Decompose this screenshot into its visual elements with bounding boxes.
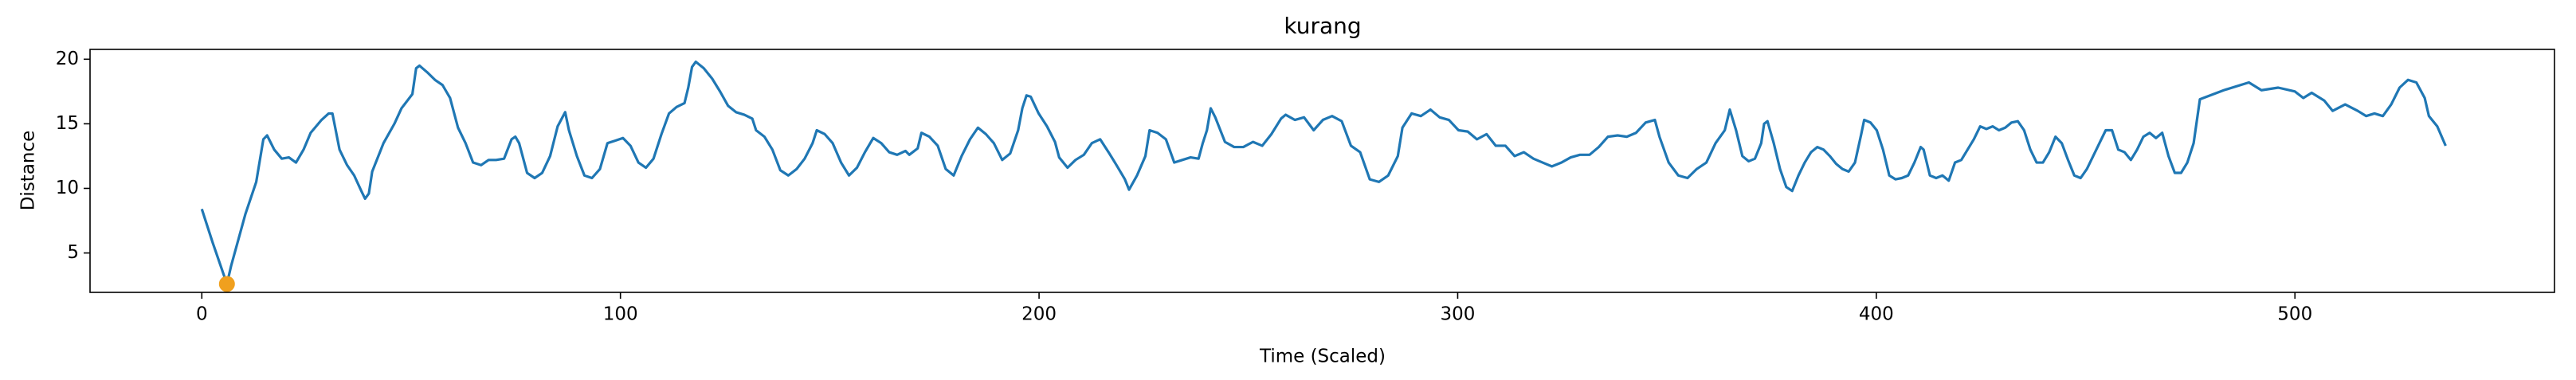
y-tick-label: 5 <box>67 242 79 263</box>
x-tick-label: 300 <box>1441 304 1476 325</box>
y-tick-label: 15 <box>56 113 79 134</box>
y-tick-label: 20 <box>56 49 79 69</box>
data-line <box>200 60 2447 286</box>
x-axis-label: Time (Scaled) <box>1259 347 1386 367</box>
x-tick-label: 200 <box>1021 304 1057 325</box>
x-tick-label: 500 <box>2277 304 2312 325</box>
chart-title: kurang <box>1284 13 1361 39</box>
y-axis-label: Distance <box>18 131 39 211</box>
plot-frame <box>89 49 2555 293</box>
x-tick-label: 400 <box>1859 304 1894 325</box>
x-tick-label: 0 <box>196 304 208 325</box>
x-tick-label: 100 <box>603 304 638 325</box>
highlight-marker <box>218 276 235 292</box>
y-tick-label: 10 <box>56 178 79 198</box>
